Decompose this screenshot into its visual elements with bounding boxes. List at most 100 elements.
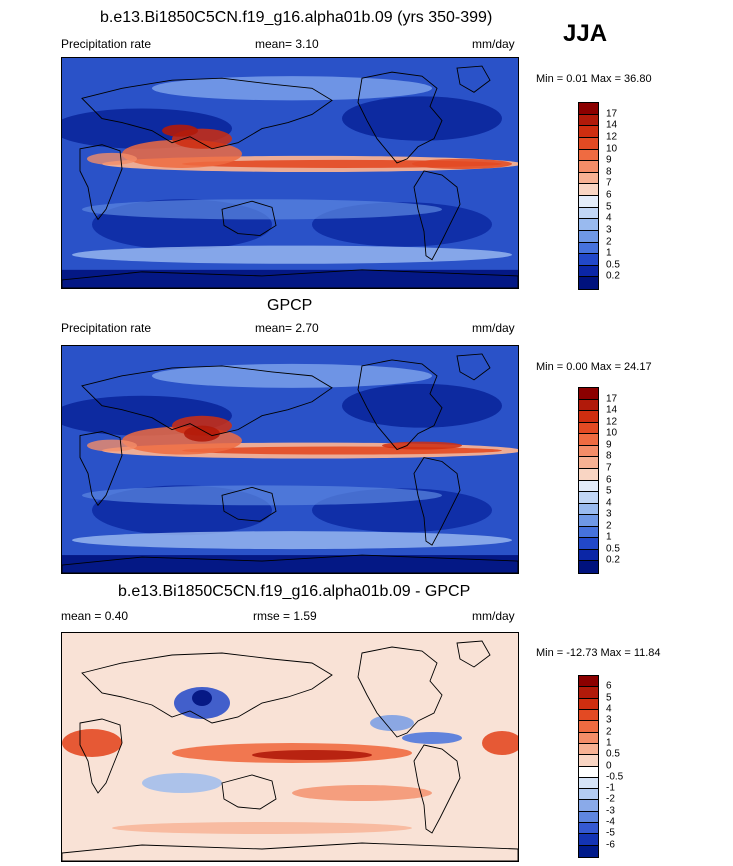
colorbar-cell bbox=[579, 755, 598, 767]
coastline bbox=[221, 774, 277, 810]
panel3-colorbar bbox=[578, 675, 599, 858]
panel2-units: mm/day bbox=[472, 321, 515, 335]
coastline bbox=[456, 640, 491, 668]
colorbar-tick-label: -0.5 bbox=[606, 771, 624, 783]
colorbar-tick-label: 8 bbox=[606, 166, 612, 178]
colorbar-cell bbox=[579, 811, 598, 824]
colorbar-cell bbox=[579, 777, 598, 790]
colorbar-cell bbox=[579, 687, 598, 699]
panel2-variable-label: Precipitation rate bbox=[61, 321, 152, 335]
colorbar-cell bbox=[579, 388, 598, 400]
coastline bbox=[357, 646, 443, 738]
panel1-units: mm/day bbox=[472, 37, 515, 51]
coastline bbox=[81, 652, 333, 724]
colorbar-cell bbox=[579, 126, 598, 138]
colorbar-tick-label: -1 bbox=[606, 782, 615, 794]
coastline bbox=[357, 359, 443, 451]
colorbar-tick-label: 4 bbox=[606, 212, 612, 224]
colorbar-cell bbox=[579, 230, 598, 243]
panel2-colorbar bbox=[578, 387, 599, 574]
panel3-units: mm/day bbox=[472, 609, 515, 623]
coastline bbox=[456, 353, 491, 381]
colorbar-tick-label: 7 bbox=[606, 462, 612, 474]
colorbar-cell bbox=[579, 242, 598, 255]
colorbar-tick-label: 10 bbox=[606, 427, 618, 439]
colorbar-tick-label: 2 bbox=[606, 236, 612, 247]
colorbar-tick-label: 0.5 bbox=[606, 543, 620, 555]
panel1-mean: mean= 3.10 bbox=[255, 37, 319, 51]
colorbar-cell bbox=[579, 184, 598, 196]
colorbar-tick-label: 5 bbox=[606, 201, 612, 213]
panel3-title: b.e13.Bi1850C5CN.f19_g16.alpha01b.09 - G… bbox=[118, 583, 471, 600]
panel3-mean: mean = 0.40 bbox=[61, 609, 129, 623]
colorbar-tick-label: 1 bbox=[606, 247, 612, 259]
colorbar-cell bbox=[579, 422, 598, 435]
colorbar-tick-label: 12 bbox=[606, 131, 618, 143]
colorbar-cell bbox=[579, 172, 598, 185]
colorbar-tick-label: 3 bbox=[606, 714, 612, 726]
colorbar-cell bbox=[579, 492, 598, 504]
panel3-map-svg bbox=[62, 633, 518, 861]
panel1-title: b.e13.Bi1850C5CN.f19_g16.alpha01b.09 (yr… bbox=[100, 9, 493, 26]
colorbar-cell bbox=[579, 265, 598, 278]
colorbar-cell bbox=[579, 277, 598, 289]
colorbar-tick-label: 0.2 bbox=[606, 554, 620, 566]
colorbar-tick-label: -6 bbox=[606, 839, 615, 851]
colorbar-cell bbox=[579, 515, 598, 527]
colorbar-cell bbox=[579, 103, 598, 115]
colorbar-tick-label: 17 bbox=[606, 108, 618, 120]
colorbar-tick-label: 12 bbox=[606, 416, 618, 428]
colorbar-cell bbox=[579, 503, 598, 516]
colorbar-cell bbox=[579, 434, 598, 446]
colorbar-cell bbox=[579, 196, 598, 208]
coastline bbox=[456, 65, 491, 93]
colorbar-cell bbox=[579, 254, 598, 266]
colorbar-cell bbox=[579, 219, 598, 231]
colorbar-tick-label: 3 bbox=[606, 508, 612, 520]
colorbar-tick-label: 5 bbox=[606, 485, 612, 497]
panel2-title: GPCP bbox=[267, 297, 313, 314]
season-label: JJA bbox=[563, 20, 608, 47]
panel2-minmax: Min = 0.00 Max = 24.17 bbox=[536, 361, 652, 373]
coastline bbox=[62, 842, 518, 861]
colorbar-tick-label: 14 bbox=[606, 404, 618, 416]
panel1-map-svg bbox=[62, 58, 518, 288]
colorbar-tick-label: 8 bbox=[606, 450, 612, 462]
panel1-variable-label: Precipitation rate bbox=[61, 37, 152, 51]
panel2-mean: mean= 2.70 bbox=[255, 321, 319, 335]
panel1-colorbar bbox=[578, 102, 599, 290]
coastline bbox=[79, 144, 123, 221]
colorbar-tick-label: 6 bbox=[606, 474, 612, 485]
colorbar-cell bbox=[579, 207, 598, 220]
colorbar-cell bbox=[579, 789, 598, 801]
colorbar-tick-label: 0.5 bbox=[606, 748, 620, 760]
panel2-map-svg bbox=[62, 346, 518, 573]
colorbar-tick-label: 6 bbox=[606, 189, 612, 201]
colorbar-tick-label: -5 bbox=[606, 827, 615, 839]
colorbar-tick-label: -3 bbox=[606, 805, 615, 817]
coastline bbox=[79, 718, 123, 794]
coastline bbox=[81, 77, 333, 150]
colorbar-cell bbox=[579, 845, 598, 857]
panel2-colorbar-ticks: 17 14 12 10 9 8 7 6 5 4 3 2 1 0.5 0.2 bbox=[606, 387, 646, 572]
coastline bbox=[221, 486, 277, 522]
colorbar-cell bbox=[579, 561, 598, 573]
colorbar-tick-label: 5 bbox=[606, 692, 612, 704]
coastline bbox=[81, 365, 333, 437]
panel3-colorbar-ticks: 6 5 4 3 2 1 0.5 0 -0.5 -1 -2 -3 -4 -5 -6 bbox=[606, 675, 646, 856]
colorbar-cell bbox=[579, 743, 598, 756]
colorbar-tick-label: 6 bbox=[606, 680, 612, 692]
panel1-colorbar-ticks: 17 14 12 10 9 8 7 6 5 4 3 2 1 0.5 0.2 bbox=[606, 102, 646, 288]
coastline bbox=[413, 170, 461, 261]
colorbar-cell bbox=[579, 114, 598, 127]
colorbar-tick-label: -2 bbox=[606, 793, 615, 805]
colorbar-cell bbox=[579, 732, 598, 744]
colorbar-tick-label: 2 bbox=[606, 520, 612, 532]
colorbar-cell bbox=[579, 538, 598, 550]
colorbar-cell bbox=[579, 468, 598, 481]
colorbar-tick-label: 7 bbox=[606, 177, 612, 189]
colorbar-tick-label: 0.2 bbox=[606, 270, 620, 282]
coastline bbox=[79, 431, 123, 507]
panel3-minmax: Min = -12.73 Max = 11.84 bbox=[536, 647, 661, 659]
colorbar-cell bbox=[579, 823, 598, 835]
